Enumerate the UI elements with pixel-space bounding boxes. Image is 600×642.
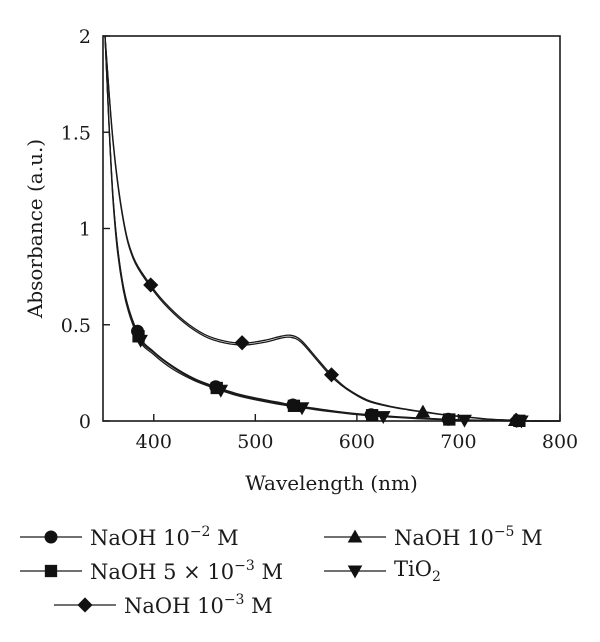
legend-item-3: NaOH 10−5 M: [322, 522, 543, 552]
x-tick-label-0: 400: [136, 431, 172, 453]
legend-swatch-2: [54, 597, 116, 613]
legend-label-unit: M: [514, 526, 543, 550]
series-line-4: [104, 35, 560, 422]
legend-label-exponent: −3: [234, 558, 255, 574]
series-line-1: [104, 35, 560, 422]
marker-series-4-3: [375, 411, 391, 425]
legend-item-4: TiO2: [322, 556, 441, 586]
legend-label-2: NaOH 10−3 M: [124, 592, 273, 618]
legend-label-unit: M: [254, 560, 283, 584]
legend-label-3: NaOH 10−5 M: [394, 524, 543, 550]
legend-label-exponent: −3: [223, 592, 245, 608]
legend-item-2: NaOH 10−3 M: [52, 590, 273, 620]
chart-svg: 400 500 600 700 800 0 0.5 1 1.5 2 Wavelength (nm…: [23, 26, 578, 495]
legend-swatch-0: [20, 530, 82, 544]
plot-area: [102, 35, 561, 422]
series-line-0: [104, 35, 560, 422]
legend-label-unit: M: [244, 594, 273, 618]
legend-label-4: TiO2: [394, 557, 441, 585]
legend-label-subscript: 2: [431, 569, 441, 585]
legend-label-unit: M: [210, 526, 239, 550]
marker-series-4-0: [133, 334, 148, 348]
marker-series-4-4: [457, 414, 472, 428]
legend-label-exponent: −5: [493, 524, 515, 540]
legend-marker-1: [44, 564, 58, 578]
legend-marker-3: [347, 529, 363, 543]
x-axis-label: Wavelength (nm): [245, 471, 418, 495]
x-tick-label-2: 600: [339, 431, 375, 453]
x-tick-label-3: 700: [440, 431, 476, 453]
marker-series-1-4: [443, 413, 456, 426]
y-tick-label-2: 1: [79, 219, 91, 241]
legend-label-1: NaOH 5 × 10−3 M: [90, 558, 283, 584]
legend-marker-0: [44, 530, 58, 544]
marker-series-1-3: [365, 409, 379, 422]
marker-series-2-0: [143, 277, 159, 293]
absorbance-chart: 400 500 600 700 800 0 0.5 1 1.5 2 Wavelength (nm…: [23, 26, 578, 495]
series-line-3: [104, 35, 561, 422]
marker-series-4-5: [514, 415, 529, 429]
series-markers: [131, 277, 529, 429]
plot-frame: [102, 35, 561, 422]
marker-series-4-2: [294, 402, 310, 416]
y-axis-label: Absorbance (a.u.): [23, 139, 47, 319]
marker-series-2-2: [323, 367, 340, 383]
series-curves: [104, 35, 561, 422]
y-tick-label-0: 0: [79, 411, 91, 433]
x-tick-label-4: 800: [542, 431, 578, 453]
y-tick-label-1: 0.5: [61, 315, 91, 337]
y-tick-label-4: 2: [79, 26, 91, 48]
legend-label-base: NaOH 10: [90, 526, 190, 550]
legend-label-base: NaOH 5 × 10: [90, 560, 235, 584]
legend-swatch-1: [20, 564, 82, 578]
legend-label-base: TiO: [394, 557, 432, 581]
legend-label-base: NaOH 10: [394, 526, 494, 550]
y-tick-label-3: 1.5: [61, 122, 91, 144]
legend-marker-2: [77, 597, 93, 613]
legend-swatch-4: [324, 565, 386, 579]
marker-series-4-1: [213, 384, 229, 398]
y-axis: 0 0.5 1 1.5 2: [61, 26, 110, 433]
series-line-2: [104, 35, 561, 422]
legend-item-0: NaOH 10−2 M: [18, 522, 239, 552]
marker-series-2-1: [234, 335, 250, 351]
legend-item-1: NaOH 5 × 10−3 M: [18, 556, 283, 586]
x-axis: 400 500 600 700 800: [136, 414, 578, 453]
legend-label-base: NaOH 10: [124, 594, 224, 618]
legend-label-exponent: −2: [189, 524, 211, 540]
marker-series-3-0: [415, 404, 431, 418]
x-tick-label-1: 500: [237, 431, 273, 453]
legend-swatch-3: [324, 529, 386, 543]
legend-marker-4: [347, 565, 363, 579]
legend-label-0: NaOH 10−2 M: [90, 524, 239, 550]
legend: NaOH 10−2 M NaOH 5 × 10−3 M NaOH 10−3 M NaO…: [0, 520, 600, 642]
